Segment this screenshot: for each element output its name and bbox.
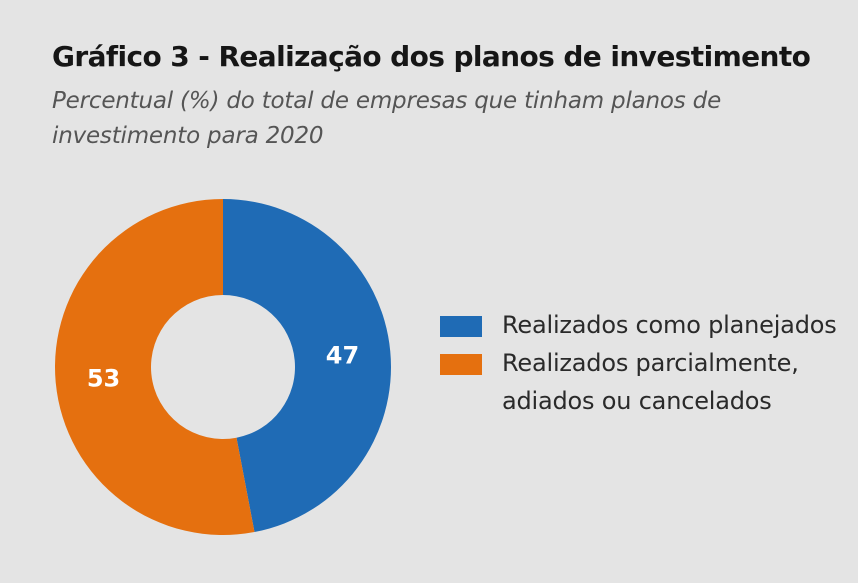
- slice-data-label: 53: [87, 364, 120, 392]
- donut-chart: 47 53: [55, 199, 392, 535]
- legend-label: Realizados parcialmente, adiados ou canc…: [502, 349, 799, 415]
- legend-label: Realizados como planejados: [502, 311, 837, 339]
- chart-subtitle: Percentual (%) do total de empresas que …: [52, 88, 722, 149]
- chart-legend: Realizados como planejados Realizados pa…: [440, 306, 850, 420]
- legend-item-realizados-parcialmente: Realizados parcialmente, adiados ou canc…: [440, 344, 850, 420]
- legend-swatch-orange: [440, 354, 482, 375]
- donut-slice-realizados-planejados: [223, 199, 392, 533]
- legend-swatch-blue: [440, 316, 482, 337]
- slice-data-label: 47: [326, 342, 359, 370]
- chart-title: Gráfico 3 - Realização dos planos de inv…: [52, 40, 811, 73]
- donut-slice-realizados-parcialmente: [55, 199, 255, 535]
- legend-item-realizados-planejados: Realizados como planejados: [440, 306, 850, 344]
